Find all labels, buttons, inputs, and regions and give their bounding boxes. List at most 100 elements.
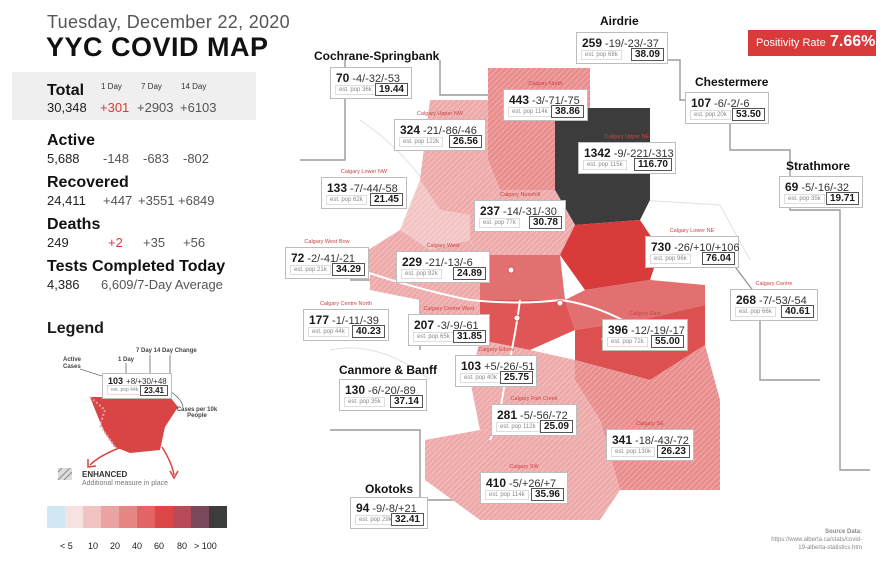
change-values: -6/-20/-89 (368, 385, 416, 397)
region-name-okotoks: Okotoks (365, 482, 414, 496)
rate-per-10k: 40.61 (780, 305, 814, 318)
rate-per-10k: 55.00 (650, 335, 684, 348)
rate-per-10k: 26.56 (448, 135, 482, 148)
change-values: -5/-56/-72 (520, 410, 568, 422)
active-count: 324 (400, 123, 421, 137)
district-name: Calgary Upper NW (416, 111, 464, 117)
district-card-se: Calgary SE 341 -18/-43/-72 est. pop 130k … (606, 421, 694, 461)
active-count: 94 (356, 501, 370, 515)
active-label: Active (47, 132, 96, 149)
district-name: Calgary West (426, 243, 460, 249)
scale-label-lt5: < 5 (60, 541, 73, 551)
rate-per-10k: 19.71 (825, 192, 859, 205)
scale-swatch (83, 506, 102, 528)
region-card-strathmore: 69 -5/-16/-32 est. pop 35k 19.71 (779, 176, 863, 208)
page-title: YYC COVID MAP (46, 32, 269, 62)
change-values: -7/-44/-58 (350, 183, 398, 195)
district-card-lower-nw: Calgary Lower NW 133 -7/-44/-58 est. pop … (321, 169, 407, 209)
region-card-chestermere: 107 -6/-2/-6 est. pop 20k 53.50 (685, 92, 769, 124)
change-values: -3/-71/-75 (532, 95, 580, 107)
est-population: est. pop 112k (496, 422, 540, 432)
region-card-cochrane: 70 -4/-32/-53 est. pop 36k 19.44 (330, 67, 412, 99)
change-values: -26/+10/+106 (674, 242, 740, 254)
deaths-label: Deaths (47, 216, 101, 233)
tests-value: 4,386 (47, 277, 80, 292)
scale-label-40: 40 (132, 541, 143, 551)
scale-swatch (47, 506, 66, 528)
region-name-strathmore: Strathmore (786, 159, 851, 173)
active-count: 259 (582, 36, 603, 50)
active-count: 229 (402, 255, 423, 269)
district-name: Calgary East (629, 311, 661, 317)
est-population: est. pop 72k (607, 337, 648, 347)
est-population: est. pop 114k (508, 107, 552, 117)
report-date: Tuesday, December 22, 2020 (47, 12, 290, 32)
deaths-14day: +56 (183, 235, 206, 250)
active-count: 70 (336, 71, 350, 85)
recovered-label: Recovered (47, 174, 129, 191)
scale-swatch (65, 506, 84, 528)
recovered-7day: +3551 (138, 193, 175, 208)
rate-per-10k: 116.70 (633, 158, 672, 171)
enhanced-hatch-icon (58, 468, 72, 480)
scale-label-20: 20 (110, 541, 121, 551)
rate-per-10k: 40.23 (351, 325, 385, 338)
change-values: -7/-53/-54 (759, 295, 807, 307)
scale-swatch (209, 506, 227, 528)
active-14day: -802 (183, 151, 210, 166)
est-population: est. pop 65k (413, 332, 454, 342)
total-7day: +2903 (137, 100, 174, 115)
region-name-cochrane: Cochrane-Springbank (314, 49, 440, 63)
active-count: 268 (736, 293, 757, 307)
deaths-value: 249 (47, 235, 69, 250)
change-values: -18/-43/-72 (635, 435, 689, 447)
col-header-7day: 7 Day (141, 82, 162, 91)
change-values: -5/+26/+7 (509, 478, 557, 490)
rate-per-10k: 34.29 (331, 263, 365, 276)
rate-per-10k: 31.85 (452, 330, 486, 343)
district-centre-core (480, 300, 575, 350)
district-card-west: Calgary West 229 -21/-13/-6 est. pop 92k … (396, 243, 490, 283)
source-url[interactable]: https://www.alberta.ca/stats/covid-19-al… (771, 537, 862, 551)
active-count: 341 (612, 433, 633, 447)
legend-example-pop: est. pop 44k (107, 385, 143, 395)
change-values: -21/-13/-6 (425, 257, 473, 269)
rate-per-10k: 38.86 (550, 105, 584, 118)
district-card-upper-ne: Calgary Upper NE 1342 -9/-221/-313 est. p… (578, 134, 676, 174)
est-population: est. pop 29k (355, 515, 396, 525)
scale-swatch (173, 506, 192, 528)
change-values: -6/-2/-6 (714, 98, 750, 110)
active-1day: -148 (103, 151, 130, 166)
col-header-1day: 1 Day (101, 82, 122, 91)
active-count: 207 (414, 318, 435, 332)
enhanced-sublabel: Additional measure in place (82, 480, 168, 487)
change-values: -2/-41/-21 (307, 253, 356, 265)
legend-7-14-label: 7 Day 14 Day Change (136, 348, 197, 354)
district-card-centre-west: Calgary Centre West 207 -3/-9/-61 est. po… (408, 306, 490, 346)
district-name: Calgary Lower NW (340, 169, 388, 175)
change-values: -9/-221/-313 (613, 148, 674, 160)
district-name: Calgary Upper NE (604, 134, 650, 140)
total-1day: +301 (100, 100, 130, 115)
deaths-7day: +35 (143, 235, 166, 250)
source-label: Source Data: (824, 529, 862, 535)
rate-per-10k: 21.45 (369, 193, 403, 206)
legend-title: Legend (47, 320, 104, 337)
rate-per-10k: 76.04 (701, 252, 735, 265)
active-7day: -683 (143, 151, 170, 166)
change-values: -12/-19/-17 (631, 325, 685, 337)
rate-per-10k: 30.78 (528, 216, 562, 229)
est-population: est. pop 114k (485, 490, 529, 500)
est-population: est. pop 66k (735, 307, 776, 317)
est-population: est. pop 77k (479, 218, 520, 228)
positivity-value: 7.66% (830, 33, 876, 50)
legend-example-card: 103 +8/+30/+48 est. pop 44k 23.41 (102, 373, 172, 399)
rate-per-10k: 26.23 (656, 445, 690, 458)
rate-per-10k: 53.50 (731, 108, 765, 121)
enhanced-label: ENHANCED (82, 470, 128, 479)
change-values: +5/-26/-51 (484, 361, 535, 373)
district-card-west-bow: Calgary West Bow 72 -2/-41/-21 est. pop 2… (285, 239, 369, 279)
district-centre-north (480, 255, 565, 300)
district-card-centre-north: Calgary Centre North 177 -1/-11/-39 est. … (303, 301, 389, 341)
color-scale (47, 506, 227, 528)
